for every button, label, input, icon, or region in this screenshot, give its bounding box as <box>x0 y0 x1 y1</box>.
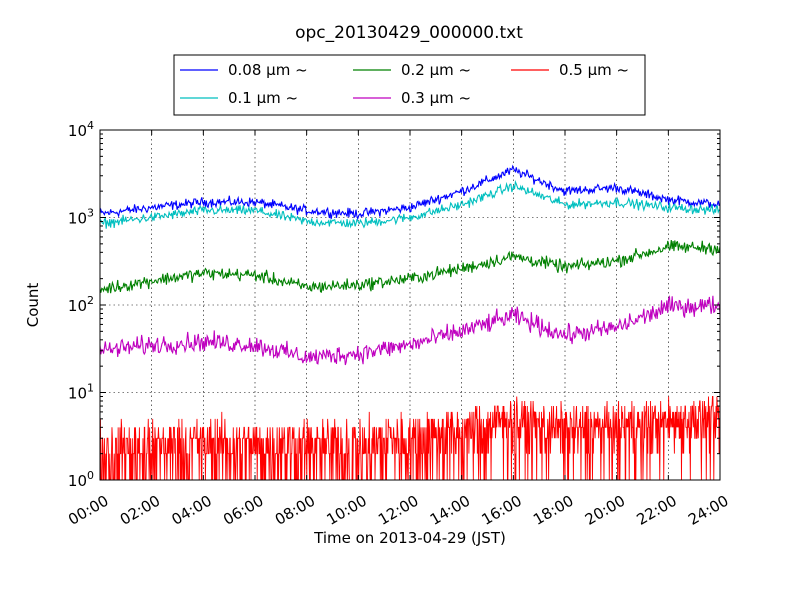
legend: 0.08 µm ~ 0.1 µm ~ 0.2 µm ~ 0.3 µm ~ 0.5 µm … <box>173 54 646 116</box>
series-line-1 <box>100 179 720 229</box>
series-layer <box>100 164 720 480</box>
axis-ticks <box>99 129 721 481</box>
legend-label-2: 0.2 µm ~ <box>401 61 471 79</box>
y-tick-labels: 100 101 102 103 104 <box>68 119 94 490</box>
legend-label-0: 0.08 µm ~ <box>228 61 308 79</box>
y-axis-label: Count <box>24 283 42 328</box>
legend-label-3: 0.3 µm ~ <box>401 89 471 107</box>
x-axis-label: Time on 2013-04-29 (JST) <box>313 529 506 547</box>
series-line-4 <box>100 396 720 480</box>
y-tick-label: 101 <box>68 382 94 403</box>
series-line-0 <box>100 164 720 221</box>
legend-box <box>173 54 646 116</box>
chart-title: opc_20130429_000000.txt <box>295 23 523 43</box>
y-tick-label: 100 <box>68 469 94 490</box>
y-tick-label: 104 <box>68 119 94 140</box>
legend-label-4: 0.5 µm ~ <box>559 61 629 79</box>
y-tick-label: 102 <box>68 294 94 315</box>
series-line-3 <box>100 295 720 366</box>
legend-label-1: 0.1 µm ~ <box>228 89 298 107</box>
series-line-2 <box>100 239 720 294</box>
y-tick-label: 103 <box>68 207 94 228</box>
